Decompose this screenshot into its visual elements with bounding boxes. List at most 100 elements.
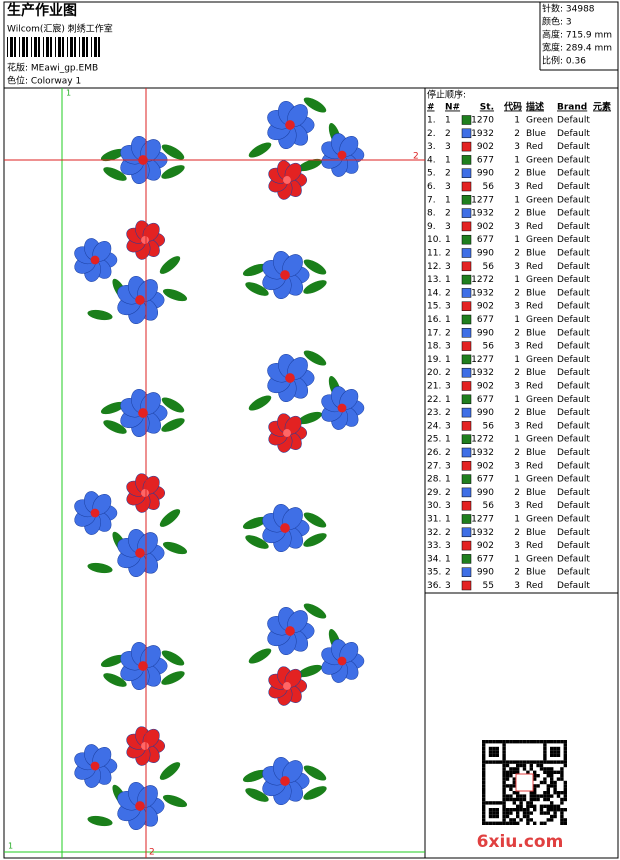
bar [58,37,61,57]
qr-module [543,767,547,771]
cell: Red [526,142,543,152]
barcode [7,37,100,57]
qr-module [502,794,506,798]
cell: 8. [427,209,436,219]
qr-module [505,821,510,825]
cell: 990 [477,169,494,179]
leaf [302,785,328,801]
cell: 1 [445,235,451,245]
qr-module [512,797,516,802]
qr-module [563,757,567,761]
cell: Default [557,541,590,551]
qr-module [502,780,506,785]
swatch [461,181,472,192]
cell: 1 [514,355,520,365]
cell: 2 [514,568,520,578]
cell: Default [557,315,590,325]
cell: 3 [514,142,520,152]
cell: 3 [514,501,520,511]
qr-module [502,774,506,778]
qr-module [556,770,561,774]
cell: 18. [427,342,441,352]
cell: 20. [427,368,441,378]
qr-module [546,787,550,791]
qr-module [522,811,527,815]
leaf [162,794,188,808]
qr-module [553,791,557,795]
qr-module [488,740,493,744]
cell: 1272 [471,275,494,285]
qr-module [505,760,510,764]
cell: Blue [526,448,546,458]
qr-module [512,784,516,788]
qr-module [556,750,561,754]
cell: 1 [514,554,520,564]
qr-module [485,821,489,825]
qr-module [488,821,493,825]
bar [55,37,56,57]
qr-module [553,753,557,757]
cell: 1 [514,475,520,485]
swatch [461,407,472,418]
qr-module [550,760,554,764]
qr-module [522,740,527,744]
qr-module [563,808,567,812]
qr-module [563,760,567,764]
leaf [162,541,188,555]
leaf [303,764,327,782]
qr-module [526,760,530,764]
cell: Blue [526,528,546,538]
swatch [461,328,472,338]
leaf [244,787,270,803]
cell: 902 [477,302,494,312]
cell: Default [557,116,590,126]
qr-module [553,740,557,744]
cell: 56 [483,501,495,511]
marker: 1 [8,842,13,851]
cell: Default [557,262,590,272]
swatch [461,195,472,205]
cell: 2 [445,408,451,418]
qr-module [516,763,520,768]
swatch [461,234,472,245]
leaf [161,649,185,667]
cell: 902 [477,461,494,471]
cell: 25. [427,435,441,445]
cell: 2 [445,249,451,259]
qr-module [482,801,486,805]
qr-module [539,794,544,798]
cell: 1932 [471,288,494,298]
cell: Blue [526,488,546,498]
cell: 1 [514,435,520,445]
cell: 677 [477,475,494,485]
cell: Green [526,116,553,126]
qr-module [482,743,486,747]
qr-module [482,808,486,812]
qr-module [522,767,527,771]
swatch [461,168,472,178]
cell: Blue [526,328,546,338]
cell: 56 [483,342,495,352]
qr-module [560,814,564,819]
qr-module [546,791,550,795]
cell: 677 [477,554,494,564]
cell: 1 [445,554,451,564]
qr-module [502,787,506,791]
qr-module [543,804,547,808]
qr-module [563,784,567,788]
cell: 2 [445,488,451,498]
qr-module [509,784,513,788]
cell: 1277 [471,355,494,365]
qr-module [482,760,486,764]
swatch [461,341,472,351]
qr-module [563,821,567,825]
swatch [461,155,472,165]
qr-module [560,774,564,778]
qr-module [488,753,493,757]
cell: 3 [445,421,451,431]
qr-module [533,787,537,791]
cell: 1 [445,435,451,445]
leaf [302,532,328,548]
center [280,270,290,280]
swatch [461,554,472,564]
